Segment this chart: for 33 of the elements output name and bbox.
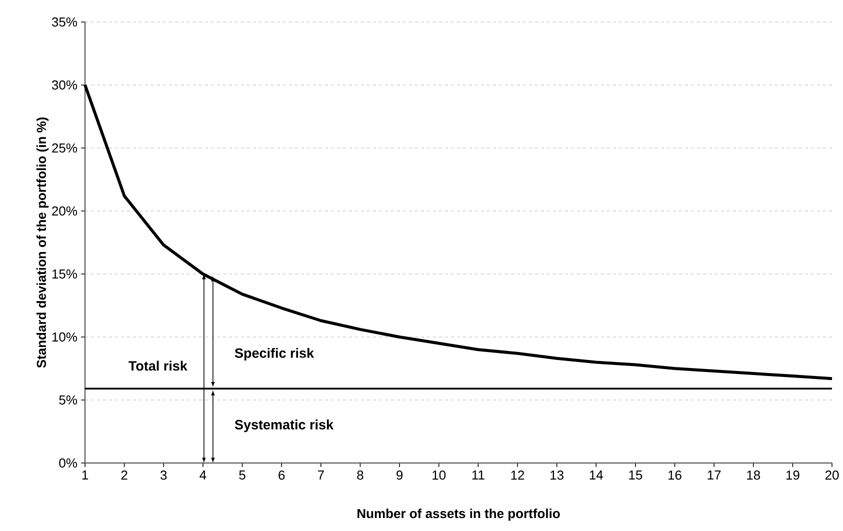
y-tick-label: 20% [52,206,78,216]
x-tick-label: 16 [668,470,682,480]
annotation: Systematic risk [234,420,334,432]
x-tick-label: 1 [82,470,88,480]
x-tick-label: 3 [160,470,167,480]
x-tick-label: 6 [278,470,285,480]
x-tick-label: 2 [121,470,128,480]
x-tick-label: 18 [747,470,760,480]
annotation: Total risk [128,360,188,371]
x-tick-label: 12 [511,470,524,480]
y-tick-label: 30% [52,80,78,90]
x-tick-label: 10 [432,470,446,480]
y-tick-label: 25% [52,143,78,153]
x-tick-label: 5 [239,470,246,480]
y-axis-title: Standard deviation of the portfolio (in %) [36,117,49,368]
y-tick-label: 5% [59,395,78,405]
x-tick-label: 9 [396,470,403,480]
x-tick-label: 20 [825,470,839,480]
y-tick-label: 35% [52,17,78,27]
x-tick-label: 13 [550,470,564,480]
y-tick-label: 15% [52,269,78,279]
x-tick-label: 7 [318,470,324,480]
x-tick-label: 11 [472,470,484,480]
y-tick-label: 0% [59,458,78,468]
x-axis-title: Number of assets in the portfolio [358,508,560,521]
annotation: Specific risk [234,348,314,361]
x-tick-label: 4 [200,470,206,480]
y-tick-label: 10% [52,332,78,342]
x-tick-label: 8 [357,470,364,480]
x-tick-label: 15 [629,470,642,480]
x-tick-label: 19 [786,470,800,480]
x-tick-label: 17 [708,470,721,480]
x-tick-label: 14 [590,470,603,480]
